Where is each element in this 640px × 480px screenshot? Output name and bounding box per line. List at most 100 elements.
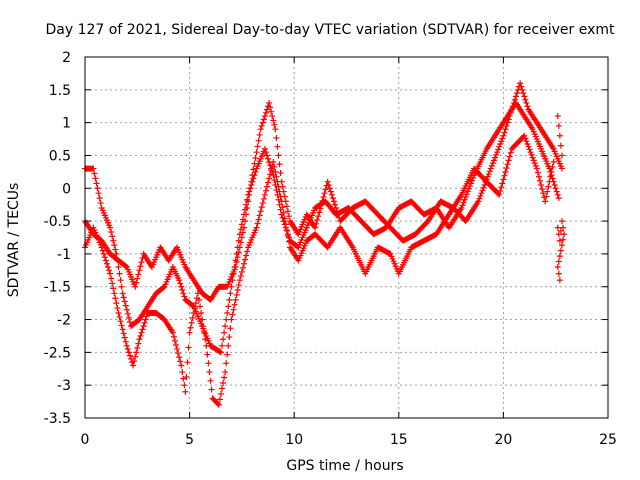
data-point-track-a [179, 287, 186, 294]
data-point-track-b [272, 126, 279, 133]
data-point-track-c [143, 313, 150, 320]
data-point-track-c [182, 388, 189, 395]
data-point-track-c [124, 346, 131, 353]
data-point-track-c [230, 306, 237, 313]
data-point-track-c [534, 169, 541, 176]
data-point-track-b [511, 96, 518, 103]
data-point-track-c [141, 319, 148, 326]
data-point-track-d [556, 237, 563, 244]
y-tick-label: -2.5 [44, 345, 71, 361]
data-point-track-a [238, 221, 245, 228]
data-point-track-b [276, 161, 283, 168]
data-point-track-d [555, 270, 562, 277]
data-point-track-c [98, 244, 105, 251]
data-point-track-c [498, 184, 505, 191]
data-point-track-b [283, 203, 290, 210]
data-point-track-b [521, 93, 528, 100]
data-point-track-c [280, 209, 287, 216]
data-point-track-c [540, 190, 547, 197]
y-axis-label: SDTVAR / TECUs [6, 183, 22, 298]
data-point-track-a [546, 165, 553, 172]
data-point-track-c [529, 154, 536, 161]
data-point-track-d [555, 231, 562, 238]
data-point-track-b [489, 160, 496, 167]
data-point-track-c [179, 369, 186, 376]
data-point-track-c [538, 181, 545, 188]
data-point-track-b [316, 209, 323, 216]
data-point-track-a [276, 201, 283, 208]
data-point-track-c [235, 282, 242, 289]
data-point-track-c [133, 349, 140, 356]
data-point-track-d [555, 195, 562, 202]
data-point-track-c [118, 322, 125, 329]
data-point-track-c [505, 157, 512, 164]
data-point-track-c [131, 358, 138, 365]
data-point-track-c [243, 252, 250, 259]
data-point-track-b [244, 204, 251, 211]
data-point-track-c [108, 275, 115, 282]
data-point-track-c [533, 165, 540, 172]
data-point-track-b [508, 106, 515, 113]
data-point-track-c [503, 165, 510, 172]
data-point-track-b [480, 184, 487, 191]
data-point-track-b [242, 218, 249, 225]
y-tick-label: -1.5 [44, 280, 71, 296]
data-point-track-a [237, 226, 244, 233]
data-point-track-b [269, 113, 276, 120]
data-point-track-c [261, 191, 268, 198]
data-point-track-a [243, 201, 250, 208]
data-point-track-b [256, 131, 263, 138]
data-point-track-b [261, 113, 268, 120]
data-point-track-c [109, 280, 116, 287]
data-point-track-c [277, 193, 284, 200]
data-point-track-c [100, 250, 107, 257]
data-point-track-a [116, 270, 123, 277]
data-point-track-c [272, 168, 279, 175]
data-point-track-a [462, 194, 469, 201]
data-point-track-a [97, 200, 104, 207]
data-point-track-c [260, 195, 267, 202]
data-point-track-a [270, 172, 277, 179]
data-point-track-a [460, 199, 467, 206]
data-point-track-b [523, 99, 530, 106]
data-point-track-c [171, 337, 178, 344]
data-point-track-c [135, 340, 142, 347]
data-point-track-b [315, 213, 322, 220]
data-point-track-b [240, 224, 247, 231]
data-point-track-c [140, 323, 147, 330]
data-point-track-c [535, 173, 542, 180]
data-point-track-b [273, 134, 280, 141]
y-tick-label: -2 [57, 313, 71, 329]
data-point-track-b [505, 116, 512, 123]
data-point-track-c [240, 260, 247, 267]
data-point-track-c [183, 373, 190, 380]
data-point-track-b [284, 208, 291, 215]
data-point-track-b [250, 166, 257, 173]
data-point-track-a [273, 186, 280, 193]
data-point-track-c [114, 305, 121, 312]
data-point-track-b [134, 275, 141, 282]
data-point-track-b [232, 264, 239, 271]
data-point-track-c [258, 204, 265, 211]
data-point-track-b [335, 211, 342, 218]
x-tick-label: 0 [81, 432, 90, 448]
data-point-track-b [488, 162, 495, 169]
data-point-track-a [272, 181, 279, 188]
data-point-track-c [112, 295, 119, 302]
data-point-track-b [497, 140, 504, 147]
data-point-track-b [328, 191, 335, 198]
data-point-track-d [560, 236, 567, 243]
data-point-track-b [258, 122, 265, 129]
data-point-track-c [123, 342, 130, 349]
data-point-track-a [108, 229, 115, 236]
data-point-track-c [281, 215, 288, 222]
data-point-track-b [481, 181, 488, 188]
data-point-track-a [178, 283, 185, 290]
data-point-track-c [547, 173, 554, 180]
data-point-track-b [519, 86, 526, 93]
data-point-track-b [558, 165, 565, 172]
data-point-track-a [236, 231, 243, 238]
data-point-track-c [111, 290, 118, 297]
data-point-track-c [231, 301, 238, 308]
